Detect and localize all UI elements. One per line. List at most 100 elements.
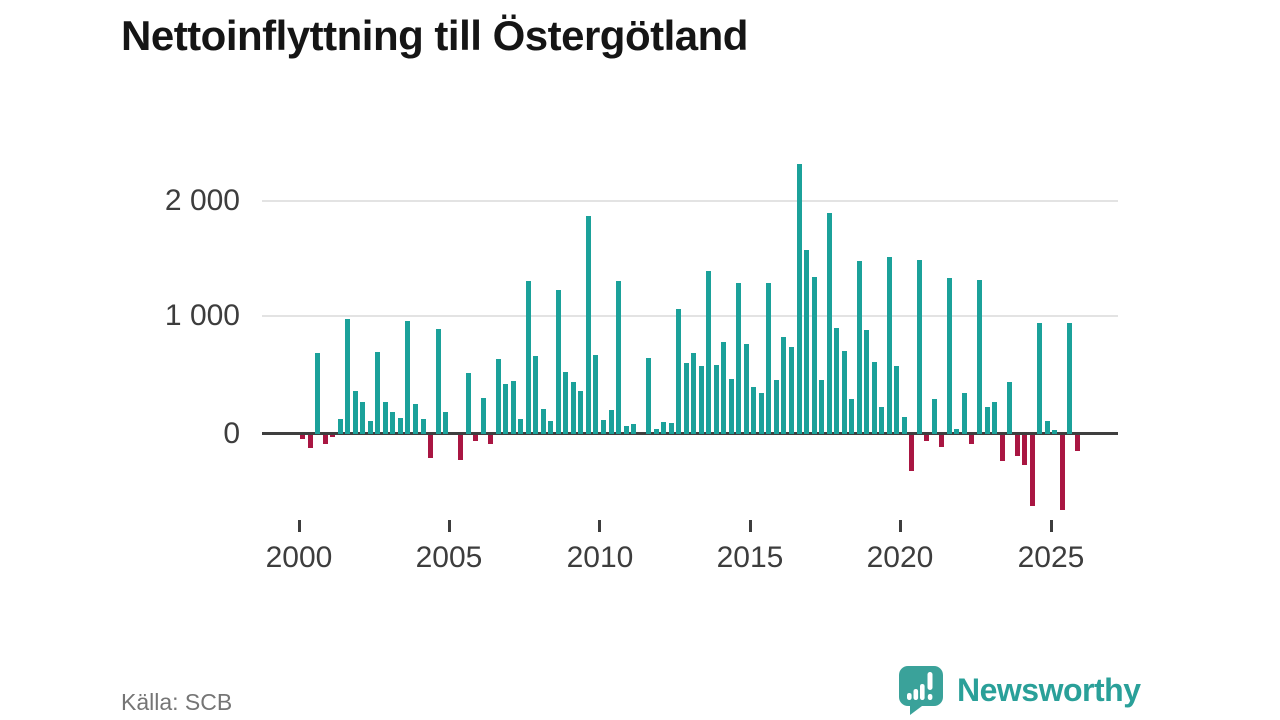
bar [1022,435,1028,466]
bar [503,384,509,434]
bar [841,350,847,434]
bar [608,410,614,434]
bar [691,353,697,434]
bar [495,359,501,434]
bar [405,320,411,434]
bar [525,281,531,434]
bar [766,283,772,434]
bar [360,402,366,434]
bar [1052,430,1058,434]
bar [480,397,486,434]
bar [992,402,998,434]
bar [1044,420,1050,434]
bar [736,283,742,434]
newsworthy-logo: Newsworthy [898,665,1141,715]
bar [548,421,554,434]
bar [322,435,328,445]
bar [413,403,418,434]
bar [420,418,426,434]
bar [977,279,982,434]
bar [345,319,351,434]
bar [713,365,719,434]
x-axis-label-2020: 2020 [866,541,934,574]
bar [924,435,930,442]
bar [315,353,321,434]
bar [773,380,779,434]
bar [781,336,787,434]
newsworthy-logo-text: Newsworthy [957,671,1141,708]
zero-axis-line [262,432,1118,435]
bar [601,419,606,434]
bar [375,352,381,434]
bar [585,215,591,434]
bar [826,212,832,434]
bar [367,421,373,434]
x-tick-2025 [1050,520,1053,532]
bar [796,164,802,434]
gridline-2000 [262,200,1118,202]
bar [683,362,689,434]
x-tick-2015 [749,520,752,532]
bar [465,372,471,434]
bar [743,344,749,434]
bar [540,408,546,434]
bar [570,382,576,434]
bar [631,424,637,434]
bar [352,390,358,434]
x-axis-label-2025: 2025 [1017,541,1085,574]
bar [834,327,840,434]
x-axis-label-2010: 2010 [566,541,634,574]
bar [533,355,539,434]
bar [804,249,810,434]
bar [819,380,825,434]
bar [510,380,516,434]
x-tick-2020 [899,520,902,532]
bar [916,260,922,434]
bar [984,406,990,434]
bar [811,277,817,434]
bar [879,407,885,434]
bar [1067,323,1073,434]
bar [428,435,434,458]
bar [435,328,441,434]
bar [563,372,569,434]
x-tick-2000 [298,520,301,532]
bar [864,329,870,434]
bar [1014,435,1020,456]
newsworthy-bubble-icon [898,665,944,715]
bar [728,379,734,434]
gridline-1000 [262,315,1118,317]
bar [555,290,561,434]
bar [954,429,960,434]
bar [458,435,464,461]
bar [623,425,629,434]
bar [307,435,313,449]
bar [1074,435,1080,451]
bar [901,417,907,434]
bar [488,435,494,444]
x-tick-2010 [598,520,601,532]
bar [518,419,524,434]
bar [1037,322,1043,434]
bar [909,435,915,472]
bar [593,354,599,434]
bar [939,435,945,448]
bar [661,422,667,434]
bar [946,277,952,434]
bar [706,270,712,434]
bar [473,435,479,442]
bar [397,418,403,434]
bar [653,428,659,434]
bar [961,392,967,434]
bar [698,366,704,434]
x-tick-2005 [448,520,451,532]
bar [337,418,343,434]
bar [721,342,727,434]
source-label: Källa: SCB [121,689,233,715]
x-axis-label-2015: 2015 [716,541,784,574]
bar [886,256,892,434]
bar [969,435,975,445]
bar [443,411,449,434]
x-axis-label-2005: 2005 [415,541,483,574]
